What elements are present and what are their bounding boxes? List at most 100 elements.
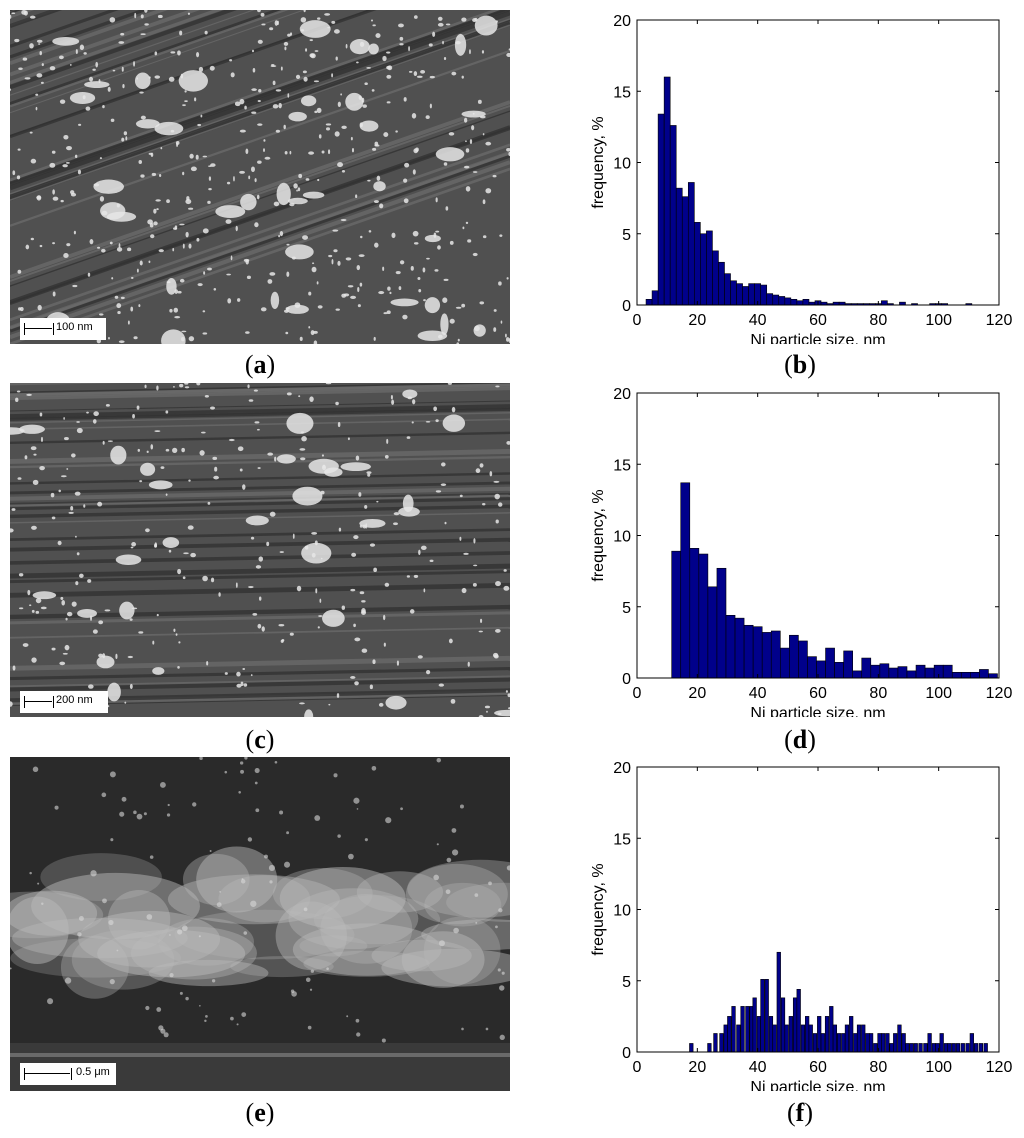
bar xyxy=(960,671,971,679)
bar xyxy=(844,1024,850,1053)
bar xyxy=(760,284,768,306)
bar xyxy=(873,1043,878,1053)
bar xyxy=(897,1024,902,1053)
x-tick-label: 80 xyxy=(869,685,887,702)
x-tick-label: 60 xyxy=(809,312,827,329)
bar xyxy=(825,647,835,679)
x-tick-label: 120 xyxy=(986,312,1013,329)
bar xyxy=(657,113,665,306)
bar xyxy=(784,297,792,306)
x-tick-label: 120 xyxy=(986,685,1013,702)
bar xyxy=(924,667,935,679)
histogram-d-svg: 0 20 40 60 80 100 120 0 5 10 15 20 Ni particle size,… xyxy=(590,386,1013,722)
y-tick-label: 20 xyxy=(613,760,631,777)
bar xyxy=(768,1016,774,1053)
y-axis-label: frequency, % xyxy=(590,116,607,208)
histogram-f: 0 20 40 60 80 100 120 0 5 10 15 20 Ni particle size,… xyxy=(575,757,1015,1096)
x-tick-label: 40 xyxy=(749,312,767,329)
bar xyxy=(752,997,757,1053)
bar xyxy=(853,1033,858,1053)
plot-area xyxy=(637,767,999,1052)
bar xyxy=(731,1006,736,1053)
bar xyxy=(760,979,765,1053)
bar xyxy=(939,1033,944,1053)
bar xyxy=(689,1043,694,1053)
caption-c: (c) xyxy=(245,725,275,754)
bar xyxy=(772,294,780,306)
bar xyxy=(947,1043,952,1053)
bar xyxy=(905,1043,910,1053)
x-axis-label: Ni particle size, nm xyxy=(750,705,885,717)
bar xyxy=(885,1033,890,1053)
bar xyxy=(712,250,719,306)
bar xyxy=(879,663,890,679)
bar xyxy=(881,300,888,306)
bar xyxy=(865,1033,870,1053)
bar xyxy=(943,1043,949,1053)
bar xyxy=(784,1024,789,1053)
bar xyxy=(983,1043,988,1053)
bar xyxy=(888,667,899,679)
x-tick-label: 40 xyxy=(749,685,767,702)
x-tick-label: 20 xyxy=(688,685,706,702)
y-tick-label: 5 xyxy=(622,600,631,617)
bar xyxy=(645,298,653,306)
bar xyxy=(942,664,953,679)
bar xyxy=(689,548,700,679)
y-tick-label: 15 xyxy=(613,831,631,848)
bar xyxy=(694,222,701,306)
bar xyxy=(772,1024,777,1053)
bar xyxy=(927,1033,932,1053)
bar xyxy=(832,1024,838,1053)
bar xyxy=(988,673,998,679)
bar xyxy=(913,1043,918,1053)
bars xyxy=(689,951,988,1053)
bar xyxy=(707,586,718,679)
bar xyxy=(970,671,980,679)
x-tick-label: 100 xyxy=(925,312,952,329)
y-axis-label: frequency, % xyxy=(590,863,607,955)
bar xyxy=(807,656,817,679)
x-tick-label: 0 xyxy=(633,1059,642,1076)
bar xyxy=(675,187,683,306)
sem-image-e: 0.5 μm xyxy=(10,757,510,1091)
bar xyxy=(706,230,713,306)
bar xyxy=(893,1033,898,1053)
caption-a: (a) xyxy=(244,350,276,379)
x-tick-label: 120 xyxy=(986,1059,1013,1076)
x-axis-label: Ni particle size, nm xyxy=(750,1079,885,1091)
bar xyxy=(725,615,736,679)
bar xyxy=(923,1043,928,1053)
scale-bar-a: 100 nm xyxy=(20,318,106,340)
y-tick-label: 10 xyxy=(613,903,631,920)
bars xyxy=(671,482,998,679)
bar xyxy=(681,196,689,306)
bar xyxy=(790,298,798,306)
bar xyxy=(730,280,737,306)
caption-e: (e) xyxy=(245,1098,275,1127)
x-tick-label: 80 xyxy=(869,312,887,329)
bar xyxy=(868,1033,874,1053)
bar xyxy=(834,662,844,679)
bar xyxy=(861,1024,866,1053)
y-tick-label: 15 xyxy=(613,457,631,474)
bar xyxy=(789,634,799,679)
bar xyxy=(748,283,755,306)
bar xyxy=(798,640,808,679)
bar xyxy=(837,1033,842,1053)
bar xyxy=(788,1016,793,1053)
bar xyxy=(680,482,691,679)
bar xyxy=(829,1006,834,1053)
scale-bar-c: 200 nm xyxy=(20,691,108,713)
bar xyxy=(856,1024,862,1053)
x-tick-label: 20 xyxy=(688,312,706,329)
bar xyxy=(723,1024,728,1053)
bar xyxy=(663,76,671,306)
bar xyxy=(897,666,908,679)
scale-bar-label-a: 100 nm xyxy=(56,321,93,333)
bar xyxy=(724,273,731,306)
x-tick-label: 100 xyxy=(925,1059,952,1076)
sem-image-a: 100 nm xyxy=(10,10,510,344)
scale-bar-label-e: 0.5 μm xyxy=(76,1066,110,1078)
bar xyxy=(719,1033,724,1053)
